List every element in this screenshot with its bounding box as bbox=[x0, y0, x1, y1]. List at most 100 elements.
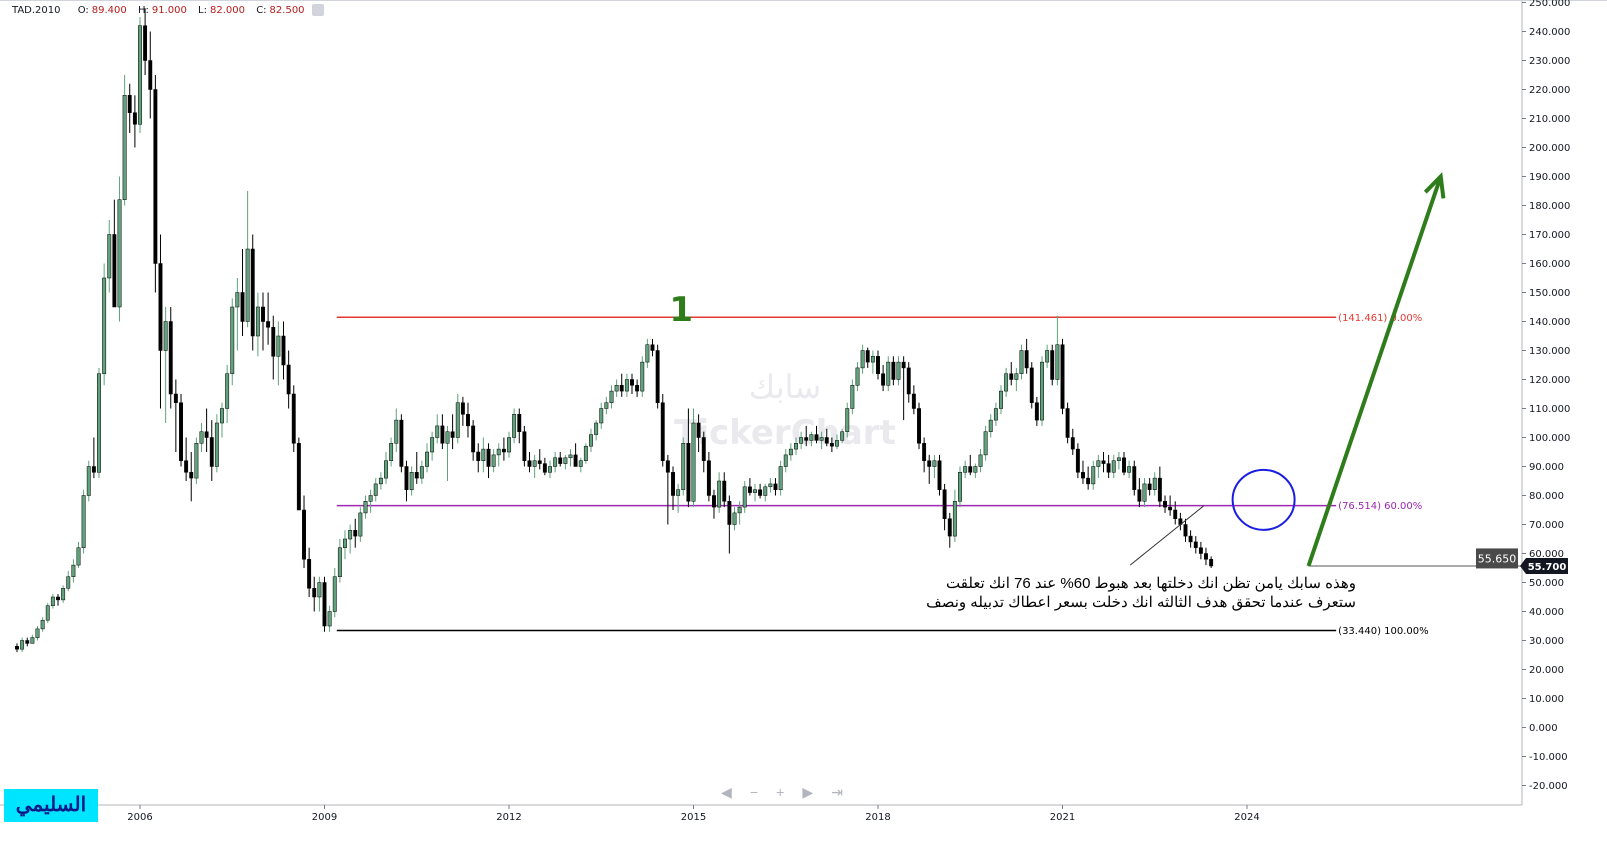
candle-body bbox=[512, 414, 517, 438]
candle-body bbox=[640, 361, 645, 392]
candle-body bbox=[419, 466, 424, 479]
candle-body bbox=[286, 364, 291, 395]
candle-body bbox=[737, 506, 742, 514]
candle-body bbox=[194, 443, 199, 479]
candle-body bbox=[1132, 466, 1137, 490]
candle-body bbox=[891, 361, 896, 380]
candle-body bbox=[542, 463, 547, 473]
candle-body bbox=[1024, 350, 1029, 369]
candle-body bbox=[881, 373, 886, 386]
scroll-right-icon[interactable]: ▶ bbox=[802, 783, 814, 800]
candle-body bbox=[430, 437, 435, 453]
candle-body bbox=[255, 306, 260, 337]
fib-level-label: (76.514) 60.00% bbox=[1338, 501, 1422, 512]
candle-body bbox=[952, 501, 957, 537]
candle-body bbox=[179, 402, 183, 461]
zoom-out-icon[interactable]: − bbox=[749, 784, 759, 800]
candle-body bbox=[332, 576, 337, 612]
candle-body bbox=[747, 486, 752, 493]
candle-body bbox=[1116, 457, 1121, 461]
candle-body bbox=[860, 350, 865, 369]
candle-body bbox=[1091, 466, 1096, 485]
candle-body bbox=[1029, 367, 1034, 403]
candle-body bbox=[348, 530, 353, 540]
fib-level-label: (141.461) 0.00% bbox=[1338, 313, 1422, 324]
candle-body bbox=[15, 646, 19, 650]
candle-body bbox=[850, 385, 855, 409]
candle-body bbox=[1004, 373, 1009, 392]
candle-body bbox=[1163, 501, 1167, 508]
candle-body bbox=[394, 419, 399, 444]
candle-body bbox=[296, 443, 301, 511]
candle-body bbox=[773, 483, 778, 490]
candle-body bbox=[824, 437, 829, 444]
candle-body bbox=[91, 466, 96, 473]
settings-icon[interactable] bbox=[311, 4, 324, 16]
candle-body bbox=[1188, 535, 1193, 543]
x-tick-label: 2006 bbox=[127, 812, 152, 823]
candle-body bbox=[635, 385, 640, 392]
candle-body bbox=[681, 443, 686, 490]
candle-body bbox=[250, 248, 255, 337]
candle-body bbox=[814, 434, 819, 441]
candle-body bbox=[414, 472, 419, 479]
candle-body bbox=[686, 443, 691, 502]
candle-body bbox=[958, 472, 962, 502]
candle-body bbox=[1111, 460, 1116, 473]
target-arrow-head bbox=[1423, 172, 1446, 199]
candle-body bbox=[870, 356, 875, 363]
candle-body bbox=[122, 95, 127, 200]
candle-body bbox=[999, 390, 1003, 409]
candle-body bbox=[1081, 472, 1085, 479]
candle-body bbox=[845, 408, 850, 432]
candle-body bbox=[466, 414, 470, 427]
chart-navigation: ◀ − + ▶ ⇥ bbox=[712, 783, 852, 801]
candle-body bbox=[322, 582, 327, 627]
candle-body bbox=[614, 385, 619, 392]
candle-body bbox=[835, 440, 839, 447]
candle-body bbox=[271, 327, 276, 357]
candle-body bbox=[819, 437, 824, 441]
candle-body bbox=[148, 60, 153, 90]
candle-body bbox=[435, 425, 440, 438]
candle-body bbox=[630, 379, 634, 386]
candle-body bbox=[578, 460, 583, 467]
y-tick-label: 10.000 bbox=[1529, 694, 1564, 705]
candle-body bbox=[1101, 460, 1106, 464]
candle-body bbox=[138, 25, 142, 125]
y-tick-label: 20.000 bbox=[1529, 665, 1564, 676]
candle-body bbox=[717, 480, 722, 508]
y-tick-label: 30.000 bbox=[1529, 636, 1564, 647]
candle-body bbox=[378, 477, 383, 485]
candle-body bbox=[655, 350, 660, 403]
candle-body bbox=[978, 454, 983, 467]
candle-body bbox=[691, 422, 696, 502]
candle-body bbox=[455, 402, 460, 438]
candle-body bbox=[471, 425, 476, 453]
candle-body bbox=[25, 640, 30, 644]
candle-body bbox=[1070, 437, 1075, 450]
zoom-in-icon[interactable]: + bbox=[776, 784, 785, 800]
scroll-left-icon[interactable]: ◀ bbox=[721, 783, 732, 800]
candle-body bbox=[153, 89, 158, 264]
author-badge: السليمي bbox=[4, 789, 98, 822]
candle-body bbox=[220, 408, 224, 424]
y-tick-label: 80.000 bbox=[1529, 491, 1564, 502]
candle-body bbox=[553, 457, 558, 467]
candle-body bbox=[706, 460, 711, 496]
open-value: 89.400 bbox=[91, 5, 127, 16]
candle-body bbox=[261, 306, 265, 322]
candle-body bbox=[245, 248, 250, 322]
candle-body bbox=[476, 451, 481, 461]
candle-body bbox=[676, 489, 681, 496]
candle-body bbox=[932, 460, 937, 467]
candle-body bbox=[491, 454, 496, 467]
candle-body bbox=[1009, 373, 1014, 380]
candle-body bbox=[696, 422, 701, 438]
candle-body bbox=[624, 379, 629, 392]
candle-body bbox=[1034, 402, 1039, 421]
candle-body bbox=[532, 460, 537, 467]
candle-body bbox=[291, 393, 296, 444]
reset-icon[interactable]: ⇥ bbox=[831, 783, 843, 800]
